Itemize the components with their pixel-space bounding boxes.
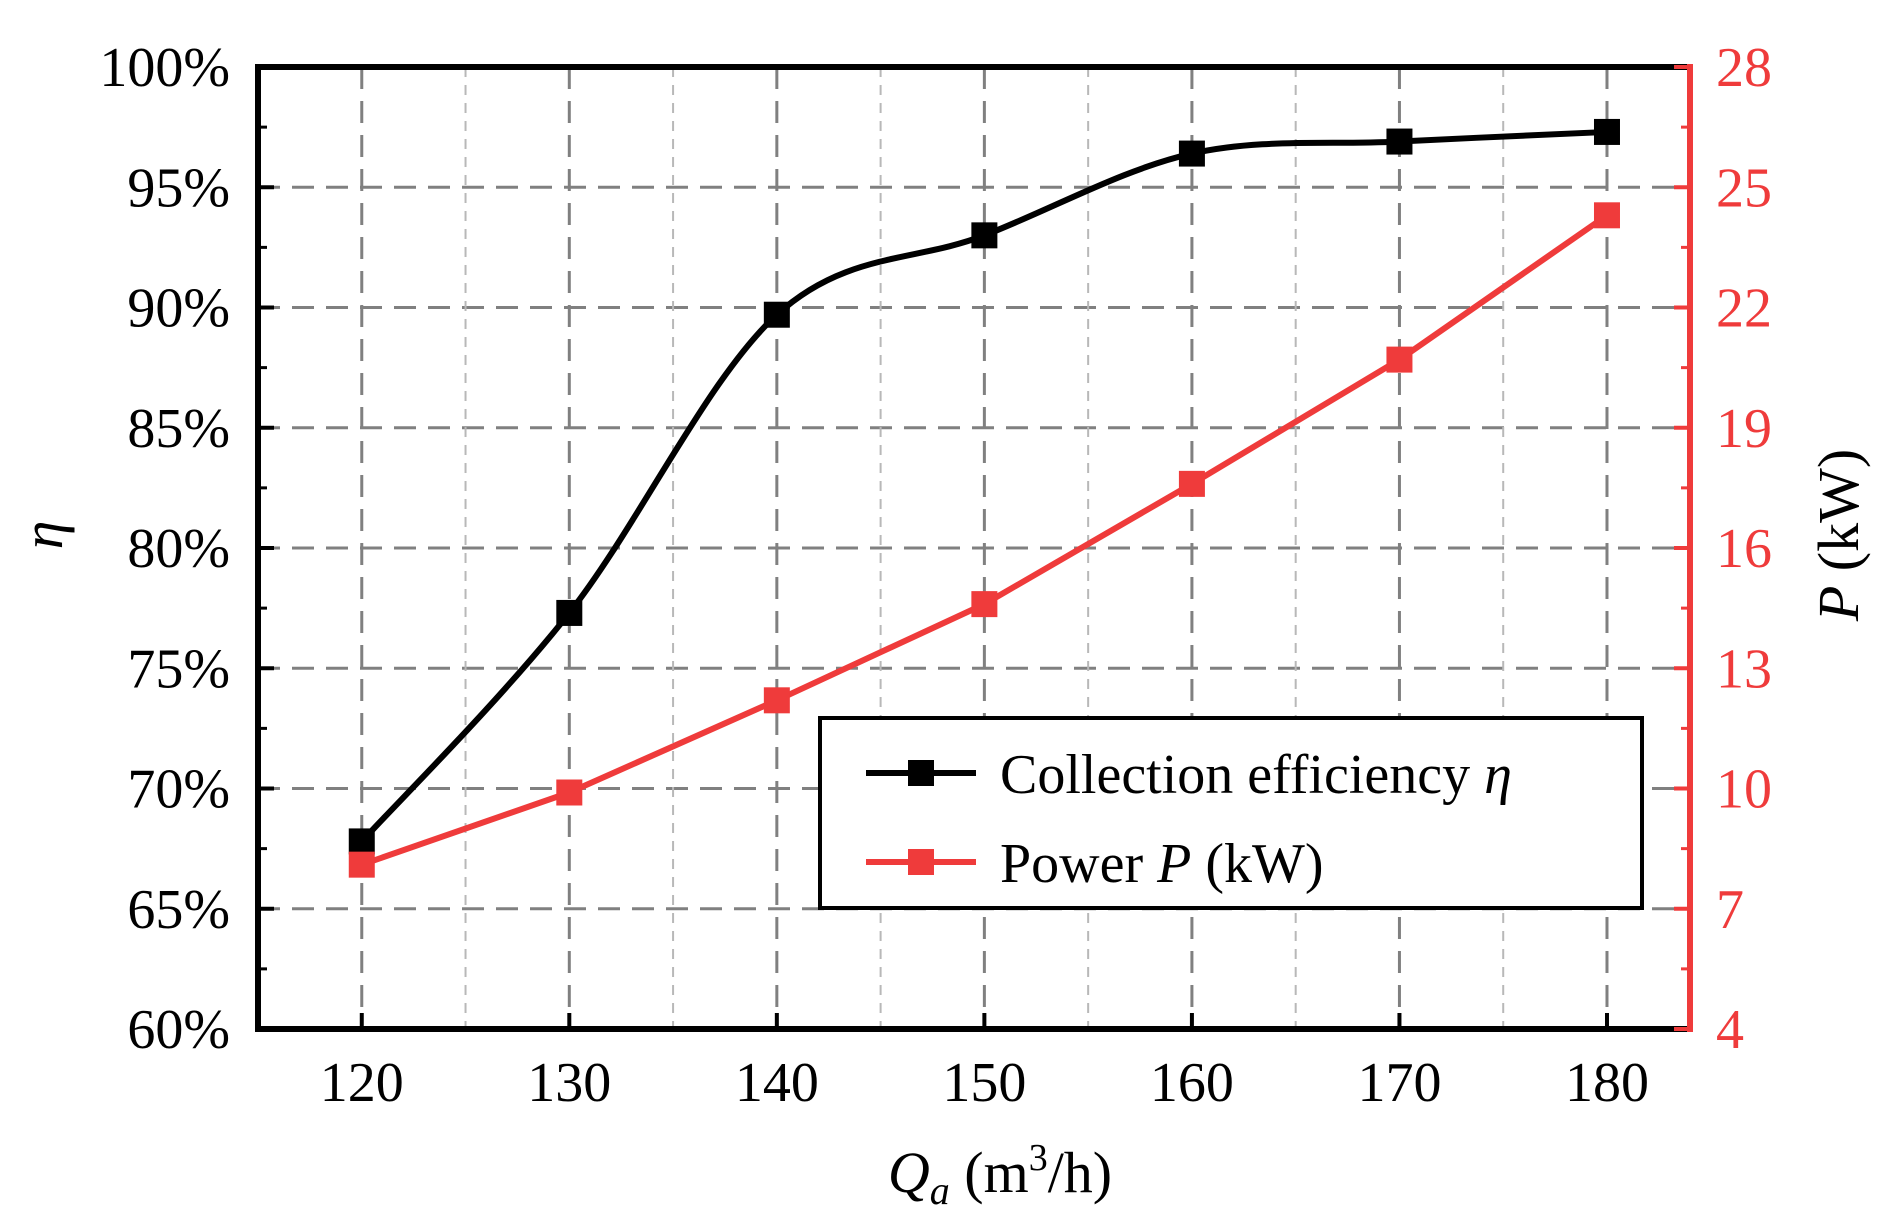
legend-label-efficiency-name: Collection efficiency [1000,744,1470,806]
tick-labels: 60% 65% 70% 75% 80% 85% 90% 95% 100% 4 7 10 13 16 19 22… [99,37,1772,1114]
efficiency-point [971,222,998,249]
x-axis-superscript: 3 [1029,1137,1048,1179]
series-layer [348,118,1620,878]
y-left-tick-label: 80% [127,518,230,580]
axes [255,64,1693,1032]
y-right-tick-label: 10 [1716,759,1772,821]
y-right-tick-label: 4 [1716,999,1744,1061]
power-point [1386,346,1413,373]
power-point [348,851,375,878]
legend-marker-efficiency [908,760,934,786]
legend-label-power-space [1143,833,1157,895]
x-axis-symbol: Q [888,1140,930,1205]
x-tick-label: 160 [1150,1052,1234,1114]
legend-label-power: Power P (kW) [1000,833,1323,895]
power-point [556,779,583,806]
power-point [971,591,998,618]
power-point [1593,202,1620,229]
y-right-tick-label: 13 [1716,638,1772,700]
y-left-tick-label: 90% [127,278,230,340]
y-left-axis-title: η [10,521,75,550]
y-left-tick-label: 95% [127,157,230,219]
x-axis-unit-prefix: (m [950,1140,1029,1205]
x-tick-label: 180 [1565,1052,1649,1114]
efficiency-point [556,599,583,626]
legend-marker-power [908,849,934,875]
y-right-axis-unit: (kW) [1806,449,1871,586]
y-left-tick-label: 85% [127,398,230,460]
x-tick-label: 120 [320,1052,404,1114]
y-right-axis-symbol: P [1806,586,1871,622]
efficiency-point [348,828,375,855]
y-left-tick-label: 70% [127,759,230,821]
x-tick-label: 170 [1357,1052,1441,1114]
x-tick-label: 150 [942,1052,1026,1114]
y-right-tick-label: 25 [1716,157,1772,219]
legend-label-efficiency-space [1470,744,1484,806]
y-left-tick-label: 65% [127,879,230,941]
legend: Collection efficiency η Power P (kW) [818,716,1644,910]
legend-label-power-unit: (kW) [1191,833,1323,895]
y-right-tick-label: 7 [1716,879,1744,941]
legend-label-power-name: Power [1000,833,1143,895]
legend-label-power-symbol: P [1156,833,1191,895]
y-left-tick-label: 75% [127,638,230,700]
x-tick-label: 140 [735,1052,819,1114]
y-right-axis-title: P (kW) [1806,449,1871,622]
power-point [763,687,790,714]
y-right-tick-label: 22 [1716,278,1772,340]
efficiency-point [763,301,790,328]
y-left-tick-label: 100% [99,37,230,99]
y-right-tick-label: 28 [1716,37,1772,99]
y-left-tick-label: 60% [127,999,230,1061]
legend-box [818,716,1644,910]
x-axis-unit-suffix: /h) [1048,1140,1112,1205]
power-point [1178,470,1205,497]
y-right-tick-label: 19 [1716,398,1772,460]
legend-label-efficiency-symbol: η [1484,744,1512,806]
x-tick-label: 130 [527,1052,611,1114]
efficiency-point [1593,118,1620,145]
x-axis-title: Qa (m3/h) [888,1137,1112,1213]
x-axis-subscript: a [930,1168,950,1213]
y-right-tick-label: 16 [1716,518,1772,580]
efficiency-point [1178,140,1205,167]
efficiency-point [1386,128,1413,155]
legend-label-efficiency: Collection efficiency η [1000,744,1512,806]
